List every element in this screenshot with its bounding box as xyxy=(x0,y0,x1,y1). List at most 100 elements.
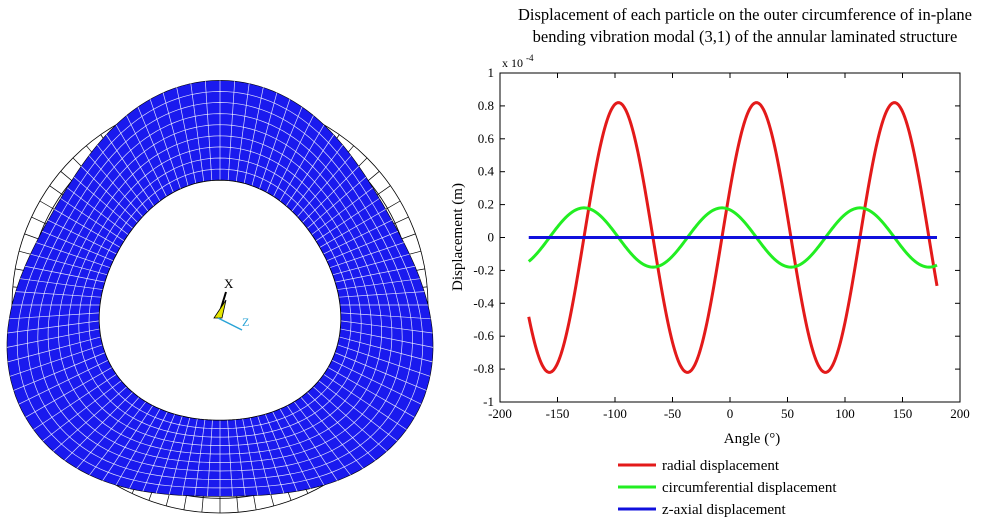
deformed-spoke xyxy=(334,352,427,391)
deformed-mesh xyxy=(6,80,434,497)
deformed-spoke xyxy=(266,106,303,193)
deformed-spoke xyxy=(176,87,197,184)
deformed-spoke xyxy=(227,81,236,181)
deformed-spoke xyxy=(52,386,128,452)
deformed-spoke xyxy=(306,176,367,229)
x-tick-label: -200 xyxy=(488,406,512,421)
x-tick-label: 100 xyxy=(835,406,855,421)
y-exponent-power: -4 xyxy=(526,53,534,63)
deformed-spoke xyxy=(242,418,259,496)
deformed-spoke xyxy=(335,265,416,283)
deformed-spoke xyxy=(102,405,154,481)
plot-axes: -200 -150 -100 -50 0 50 100 150 200 -1 -0.8 -0.6 -0.… xyxy=(473,65,969,421)
deformed-spoke xyxy=(340,320,433,334)
deformed-spoke xyxy=(315,198,380,242)
triad-x-label: X xyxy=(224,276,234,291)
deformed-spoke xyxy=(20,278,103,290)
plot-series xyxy=(527,101,939,374)
deformed-spoke xyxy=(36,242,111,269)
deformed-spoke xyxy=(331,359,422,405)
deformed-spoke xyxy=(73,176,134,229)
mesh-canvas: XZ xyxy=(6,80,434,514)
deformed-spoke xyxy=(9,312,100,320)
x-tick-label: 200 xyxy=(950,406,970,421)
chart-legend: radial displacement circumferential displ… xyxy=(618,458,837,518)
deformed-spoke xyxy=(339,336,433,363)
y-tick-label: 0.2 xyxy=(478,197,494,212)
y-exponent-base: x 10 xyxy=(502,56,523,70)
deformed-spoke xyxy=(15,291,102,298)
deformed-spoke xyxy=(105,134,155,207)
y-tick-label: -0.8 xyxy=(473,361,494,376)
chart-title-line-2: bending vibration modal (3,1) of the ann… xyxy=(533,27,958,46)
deformed-spoke xyxy=(41,230,114,262)
y-axis-label: Displacement (m) xyxy=(450,183,466,291)
deformed-spoke xyxy=(338,291,425,298)
deformed-spoke xyxy=(329,242,404,269)
y-tick-label: 0.4 xyxy=(478,164,495,179)
deformed-spoke xyxy=(89,401,147,476)
deformed-spoke xyxy=(115,124,161,202)
deformed-spoke xyxy=(293,401,351,476)
deformed-spoke xyxy=(126,115,167,197)
deformed-spoke xyxy=(155,415,183,494)
deformed-spoke xyxy=(227,420,233,497)
deformed-spoke xyxy=(6,328,100,348)
deformed-spoke xyxy=(54,209,121,248)
triad-z-label: Z xyxy=(242,315,249,329)
deformed-spoke xyxy=(7,336,101,363)
x-tick-label: -100 xyxy=(603,406,627,421)
deformed-spoke xyxy=(279,124,325,202)
deformed-spoke xyxy=(42,380,122,442)
deformed-spoke xyxy=(291,144,344,212)
chart-title-line-1: Displacement of each particle on the out… xyxy=(518,5,972,24)
chart-canvas: Displacement of each particle on the out… xyxy=(450,5,972,518)
y-tick-label: -0.4 xyxy=(473,295,494,310)
deformed-spoke xyxy=(234,419,246,497)
deformed-spoke xyxy=(297,155,352,218)
deformed-spoke xyxy=(332,253,410,276)
deformed-spoke xyxy=(64,392,133,461)
y-tick-label: -0.2 xyxy=(473,262,494,277)
deformed-spoke xyxy=(307,392,376,461)
deformed-spoke xyxy=(24,265,105,283)
y-tick-label: 0.8 xyxy=(478,98,494,113)
deformed-spoke xyxy=(340,312,431,320)
deformed-spoke xyxy=(76,396,140,469)
x-tick-label: 150 xyxy=(893,406,913,421)
series-line xyxy=(527,206,938,269)
deformed-spoke xyxy=(60,198,125,242)
deformed-spoke xyxy=(142,414,176,492)
deformed-spoke xyxy=(207,420,213,497)
deformed-spoke xyxy=(318,380,398,442)
deformed-spoke xyxy=(272,411,311,489)
deformed-spoke xyxy=(66,187,129,235)
legend-label: circumferential displacement xyxy=(662,480,837,496)
deformed-spoke xyxy=(326,230,399,262)
deformed-spoke xyxy=(264,414,298,492)
deformed-spoke xyxy=(257,415,285,494)
x-tick-label: -150 xyxy=(546,406,570,421)
deformed-spoke xyxy=(279,408,325,486)
deformed-spoke xyxy=(302,165,360,223)
chart-figure: Displacement of each particle on the out… xyxy=(440,0,1000,526)
deformed-spoke xyxy=(168,417,191,495)
deformed-spoke xyxy=(204,81,213,181)
deformed-spoke xyxy=(323,373,407,430)
deformed-spoke xyxy=(259,99,291,189)
deformed-spoke xyxy=(337,278,420,290)
deformed-spoke xyxy=(243,87,264,184)
deformed-spoke xyxy=(311,187,374,235)
series-line xyxy=(527,101,939,374)
deformed-spoke xyxy=(319,209,386,248)
deformed-spoke xyxy=(312,386,388,452)
x-tick-label: 50 xyxy=(781,406,794,421)
y-tick-label: -1 xyxy=(483,394,494,409)
y-tick-label: -0.6 xyxy=(473,328,494,343)
y-tick-label: 0.6 xyxy=(478,131,495,146)
deformed-spoke xyxy=(96,144,149,212)
deformed-spoke xyxy=(340,328,434,348)
legend-label: z-axial displacement xyxy=(662,502,787,518)
deformed-spoke xyxy=(300,396,364,469)
